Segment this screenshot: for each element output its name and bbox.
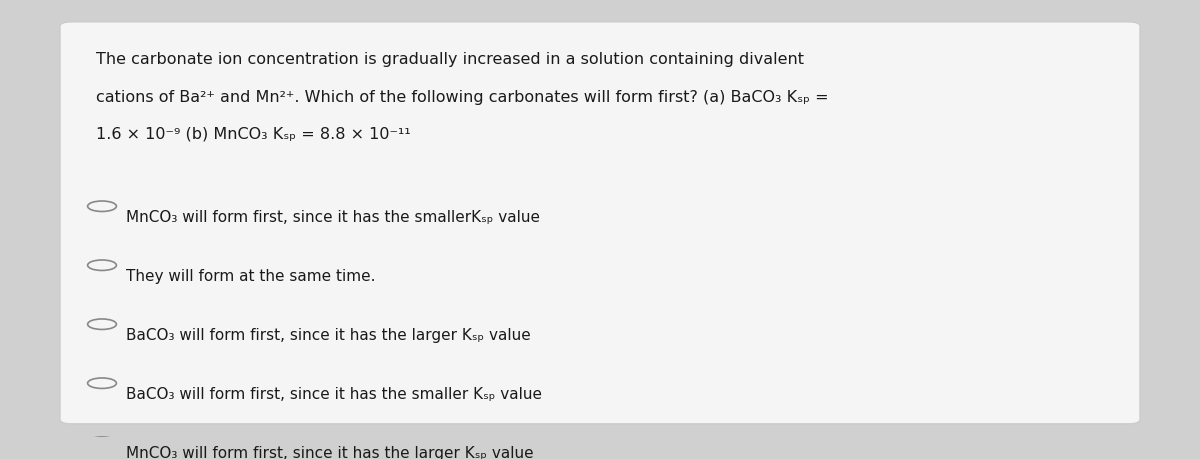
FancyBboxPatch shape: [60, 22, 1140, 424]
Text: The carbonate ion concentration is gradually increased in a solution containing : The carbonate ion concentration is gradu…: [96, 52, 804, 67]
Text: MnCO₃ will form first, since it has the larger Kₛₚ value: MnCO₃ will form first, since it has the …: [126, 446, 534, 459]
Text: BaCO₃ will form first, since it has the larger Kₛₚ value: BaCO₃ will form first, since it has the …: [126, 328, 530, 343]
Text: cations of Ba²⁺ and Mn²⁺. Which of the following carbonates will form first? (a): cations of Ba²⁺ and Mn²⁺. Which of the f…: [96, 90, 829, 105]
Text: MnCO₃ will form first, since it has the smallerKₛₚ value: MnCO₃ will form first, since it has the …: [126, 210, 540, 225]
Text: They will form at the same time.: They will form at the same time.: [126, 269, 376, 284]
Text: 1.6 × 10⁻⁹ (b) MnCO₃ Kₛₚ = 8.8 × 10⁻¹¹: 1.6 × 10⁻⁹ (b) MnCO₃ Kₛₚ = 8.8 × 10⁻¹¹: [96, 127, 410, 142]
Text: BaCO₃ will form first, since it has the smaller Kₛₚ value: BaCO₃ will form first, since it has the …: [126, 386, 542, 402]
